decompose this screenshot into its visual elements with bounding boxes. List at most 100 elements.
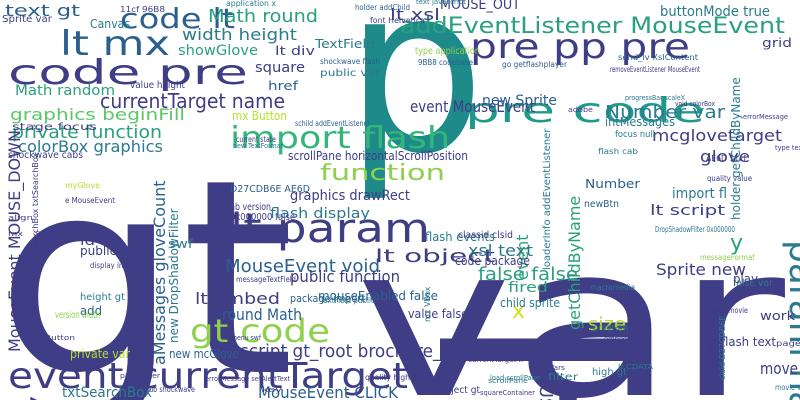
cloud-word: quality high <box>365 373 410 382</box>
cloud-word: href <box>268 79 299 93</box>
cloud-word: event MouseEvent <box>410 97 535 116</box>
cloud-word: stage focus <box>12 122 97 133</box>
cloud-word: send_lv XslContent <box>618 53 698 62</box>
cloud-word: SWF file <box>35 230 70 238</box>
cloud-word: removeEventListener MouseEvent <box>610 65 700 74</box>
cloud-word: fired <box>508 280 548 296</box>
cloud-word: Label <box>558 387 588 398</box>
cloud-word: txtSearchBox txtSearchBox <box>31 152 40 262</box>
cloud-word: filter <box>548 372 579 383</box>
cloud-word: code lt <box>120 2 235 35</box>
cloud-word: MOUSE_UP <box>535 355 556 400</box>
cloud-word: focus null <box>615 130 655 140</box>
cloud-word: x <box>512 299 525 324</box>
cloud-word: public var <box>320 68 381 79</box>
cloud-word: movie value <box>775 383 800 392</box>
cloud-word: square <box>255 60 305 76</box>
cloud-word: new Sprite <box>482 93 557 109</box>
cloud-word: flash cab <box>598 147 638 156</box>
cloud-word: mx Button <box>232 109 287 123</box>
cloud-word: key <box>262 386 282 394</box>
cloud-word: child sprite <box>500 296 560 310</box>
cloud-word: import fl <box>672 186 727 202</box>
cloud-word: graphics beginFill <box>10 105 185 124</box>
cloud-word: MouseEvent MOUSE_DOWN <box>5 130 25 352</box>
cloud-word: text gt <box>5 1 80 20</box>
cloud-word: gt code <box>190 312 330 350</box>
cloud-word: font Helvetica <box>370 16 425 25</box>
cloud-word: private var <box>70 347 130 361</box>
cloud-word: cab version <box>226 202 271 213</box>
cloud-word: Number var <box>605 102 726 123</box>
cloud-word: errorMessage setAlertText <box>205 375 290 383</box>
cloud-word: name movie <box>708 306 748 315</box>
cloud-word: holder getChildByName <box>729 77 743 220</box>
cloud-word: e MouseEvent <box>65 196 115 205</box>
cloud-word: y <box>730 231 743 256</box>
cloud-word: round Math <box>222 305 302 324</box>
cloud-word: false false <box>478 264 578 285</box>
cloud-word: page <box>776 339 800 348</box>
cloud-word: glove <box>700 147 750 166</box>
cloud-word: param name <box>781 240 800 400</box>
cloud-word: DropShadowFilter 0x000000 <box>655 225 735 234</box>
cloud-word: graphics drawRect <box>290 188 410 204</box>
cloud-word: text javascript <box>416 0 466 6</box>
cloud-word: mcglovetarget <box>652 126 782 145</box>
cloud-word: event currentTarget <box>8 356 408 397</box>
cloud-word: lt xsl <box>390 5 440 24</box>
cloud-word: lt mx <box>60 24 170 64</box>
cloud-word: p <box>345 0 485 205</box>
cloud-word: TextField public <box>319 296 375 305</box>
cloud-word: cabs flash <box>418 384 448 393</box>
cloud-word: schild addEventListener <box>295 119 371 128</box>
cloud-word: false gt <box>706 334 715 364</box>
cloud-word: messageTextField <box>236 275 296 284</box>
cloud-word: currentTarget name <box>100 89 285 113</box>
cloud-word: false var <box>733 278 774 289</box>
cloud-word: Sprite new <box>656 260 746 279</box>
cloud-word: play <box>733 272 758 286</box>
cloud-word: event <box>513 234 532 280</box>
cloud-word: Math round <box>208 6 318 27</box>
cloud-word: new DropShadowFilter <box>167 208 181 343</box>
cloud-word: mx <box>8 230 23 238</box>
cloud-word: MouseEvent CLICK <box>258 383 398 400</box>
cloud-word: go getflashplayer <box>502 60 568 69</box>
cloud-word: load scrollPane <box>490 374 540 382</box>
cloud-word: MOUSE_OUT <box>440 0 520 13</box>
cloud-word: object gt <box>440 385 480 396</box>
cloud-word: clsid D27CDB6E <box>718 316 727 380</box>
cloud-word: Math random <box>15 83 115 99</box>
cloud-word: void colorBox <box>675 100 715 108</box>
cloud-word: gt <box>0 121 295 400</box>
cloud-word: mouseEnabled false <box>318 289 438 303</box>
cloud-word: scrollPane <box>488 377 528 385</box>
cloud-word: import flash <box>230 121 450 156</box>
cloud-word: high gt <box>592 367 627 378</box>
cloud-word: classid clsid <box>458 230 513 241</box>
cloud-word: private function <box>12 122 162 143</box>
cloud-word: colorBox graphics <box>18 137 163 156</box>
cloud-word: add <box>80 304 102 318</box>
cloud-word: width height <box>182 25 297 44</box>
cloud-word: D27CDB6E AE6D <box>230 184 310 195</box>
cloud-word: pub shockwave <box>145 385 195 394</box>
cloud-word: embed src <box>604 335 639 343</box>
cloud-word: lt embed <box>195 289 280 308</box>
cloud-word: shockwave cabs <box>8 150 83 161</box>
cloud-word: public class <box>80 244 150 258</box>
cloud-word: MouseEvent void <box>225 256 380 277</box>
cloud-word: loaderInfo addEventListener <box>542 128 553 270</box>
cloud-word: Number <box>585 177 640 191</box>
cloud-word: display import <box>90 261 140 270</box>
cloud-word: lt param <box>230 206 430 252</box>
cloud-word: aMessages gloveCount <box>150 180 169 365</box>
cloud-word: menu swf <box>231 334 261 342</box>
cloud-word: swf <box>168 237 194 251</box>
cloud-word: work <box>760 309 795 323</box>
cloud-word: pre pp pre <box>470 27 690 67</box>
cloud-word: shockwave flash <box>320 57 380 66</box>
cloud-word: txtSearchBox <box>62 385 152 400</box>
cloud-word: FlashVars <box>530 364 565 372</box>
